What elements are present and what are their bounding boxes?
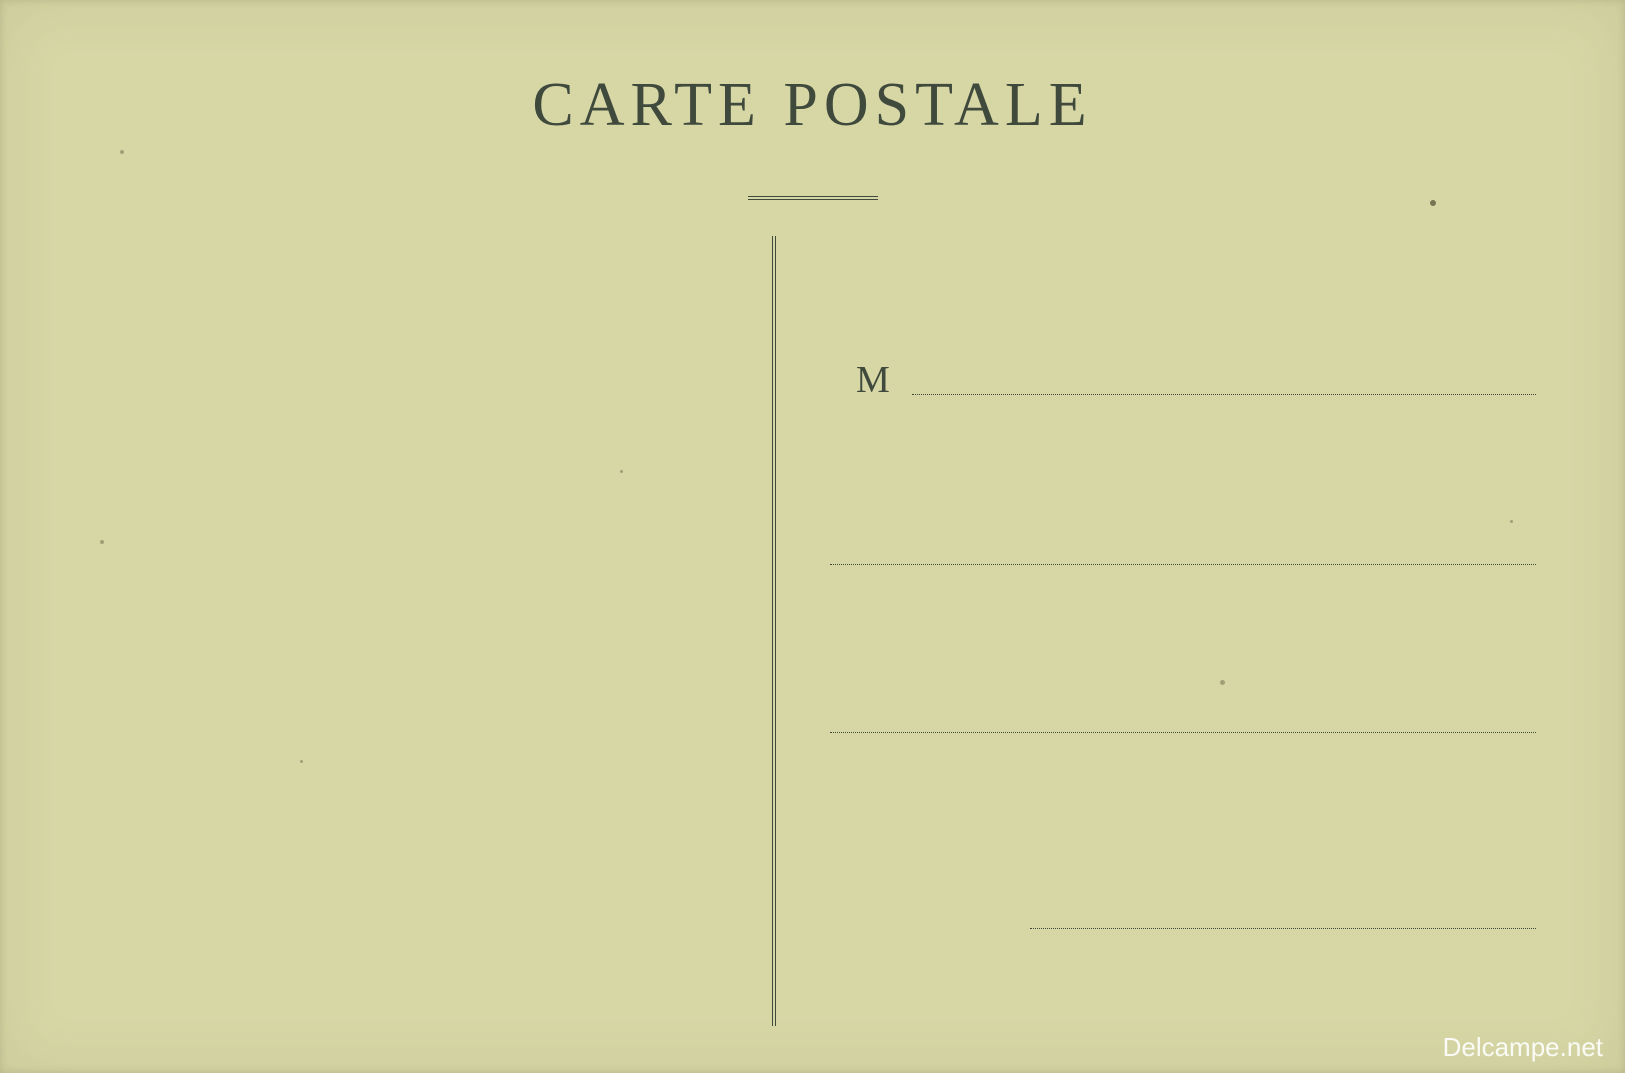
paper-speckle [620,470,623,473]
paper-speckle [100,540,104,544]
address-line-3 [830,732,1536,733]
paper-speckle [1220,680,1225,685]
vertical-divider [772,236,776,1026]
address-salutation-M: M [856,358,890,402]
watermark-text: Delcampe.net [1443,1032,1603,1063]
address-line-4 [1030,928,1536,929]
postcard: CARTE POSTALE M Delcampe.net [0,0,1625,1073]
paper-speckle [1510,520,1513,523]
paper-speckle [300,760,303,763]
title-underline-rule [748,196,878,200]
paper-edge-shading [0,0,1625,1073]
paper-speckle [120,150,124,154]
paper-speckle [1430,200,1436,206]
address-line-1 [912,394,1536,395]
postcard-title: CARTE POSTALE [0,70,1625,141]
address-line-2 [830,564,1536,565]
